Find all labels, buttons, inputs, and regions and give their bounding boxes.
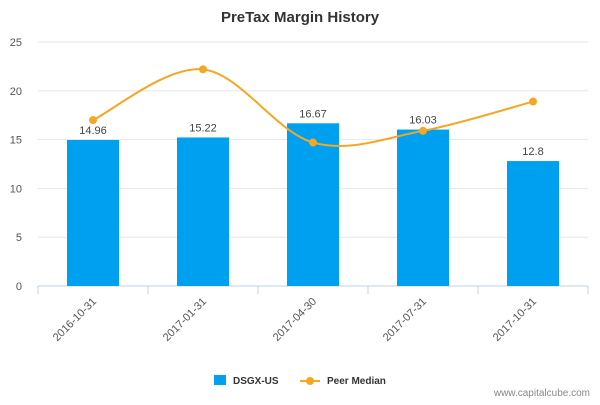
x-tick-label: 2016-10-31 [51, 296, 99, 344]
y-tick-label: 25 [10, 37, 22, 49]
peer-median-point [89, 116, 97, 125]
data-labels: 14.96 15.22 16.67 16.03 12.8 [79, 108, 543, 158]
x-tick-label: 2017-01-31 [161, 296, 209, 344]
peer-median-line [92, 68, 534, 147]
peer-median-point [529, 97, 537, 106]
bar-series [67, 123, 559, 286]
data-label: 15.22 [189, 122, 217, 134]
chart-title: PreTax Margin History [221, 9, 380, 26]
y-tick-label: 10 [10, 183, 22, 195]
y-tick-label: 20 [10, 86, 22, 98]
peer-median-point [309, 138, 317, 147]
bar [397, 129, 449, 286]
line-series [89, 65, 537, 147]
x-tick-label: 2017-04-30 [271, 296, 319, 344]
y-tick-label: 0 [16, 281, 22, 293]
legend-swatch-dot [306, 377, 314, 385]
peer-median-point [199, 65, 207, 74]
data-label: 12.8 [522, 146, 543, 158]
y-tick-label: 5 [16, 232, 22, 244]
data-label: 14.96 [79, 125, 107, 137]
data-label: 16.67 [299, 108, 327, 120]
legend: DSGX-US Peer Median [214, 375, 386, 387]
peer-median-point [419, 126, 427, 135]
x-tick-label: 2017-07-31 [381, 296, 429, 344]
bar [507, 161, 559, 286]
data-label: 16.03 [409, 115, 437, 127]
bar [177, 137, 229, 286]
legend-label-line: Peer Median [327, 376, 386, 387]
x-tick-label: 2017-10-31 [491, 296, 539, 344]
bar [67, 139, 119, 286]
bar [287, 123, 339, 286]
y-tick-label: 15 [10, 135, 22, 147]
watermark: www.capitalcube.com [493, 388, 590, 399]
legend-swatch-bar [214, 375, 226, 385]
legend-label-bar: DSGX-US [233, 376, 279, 387]
